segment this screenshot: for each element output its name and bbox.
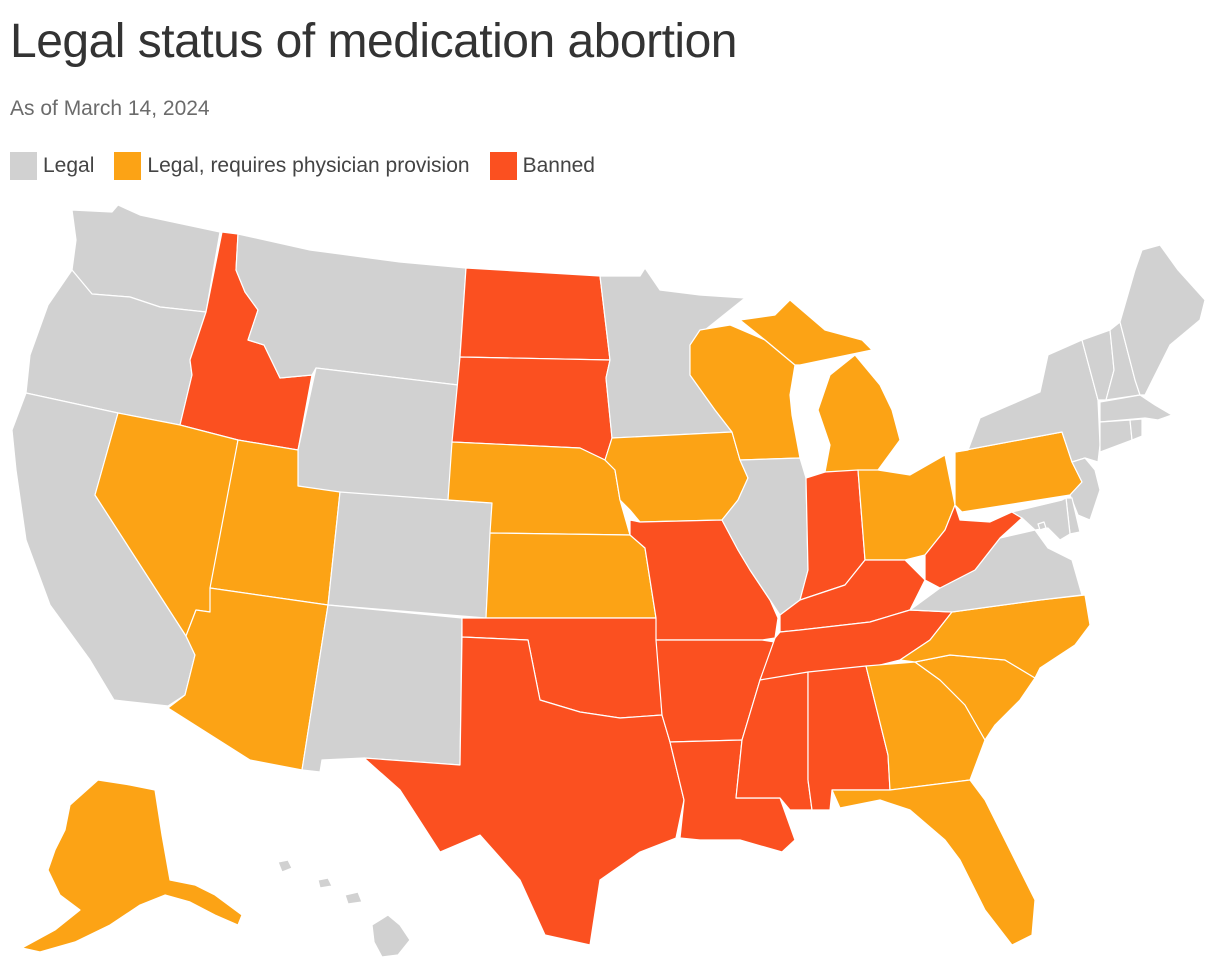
legend: Legal Legal, requires physician provisio… xyxy=(10,152,595,180)
legend-item-physician: Legal, requires physician provision xyxy=(114,152,470,180)
legend-label-legal: Legal xyxy=(43,154,95,177)
state-MT xyxy=(235,233,467,386)
map-subtitle: As of March 14, 2024 xyxy=(10,97,210,120)
state-ND xyxy=(459,267,611,361)
state-CT xyxy=(1099,419,1133,453)
legend-item-banned: Banned xyxy=(489,152,595,180)
state-ME xyxy=(1119,244,1206,396)
state-NM xyxy=(301,604,463,773)
state-FL xyxy=(831,779,1036,946)
legend-swatch-legal xyxy=(10,152,37,180)
legend-swatch-banned xyxy=(489,152,517,180)
state-NY xyxy=(954,339,1101,463)
state-DC xyxy=(1037,521,1047,531)
state-CO xyxy=(327,491,493,619)
state-HI xyxy=(277,859,411,958)
state-NJ xyxy=(1069,457,1101,521)
state-KS xyxy=(485,532,657,619)
legend-label-physician: Legal, requires physician provision xyxy=(147,154,470,177)
state-NE xyxy=(447,441,631,536)
state-AK xyxy=(21,779,243,953)
state-MI xyxy=(739,299,901,473)
state-TX xyxy=(363,636,685,946)
state-RI xyxy=(1129,418,1143,441)
us-states-map xyxy=(11,204,1206,958)
legend-swatch-physician xyxy=(114,152,142,180)
state-IA xyxy=(604,431,749,523)
state-MD xyxy=(1011,497,1071,541)
legend-label-banned: Banned xyxy=(522,154,595,177)
legend-item-legal: Legal xyxy=(10,152,94,180)
state-WY xyxy=(297,367,459,501)
map-title: Legal status of medication abortion xyxy=(10,15,737,68)
